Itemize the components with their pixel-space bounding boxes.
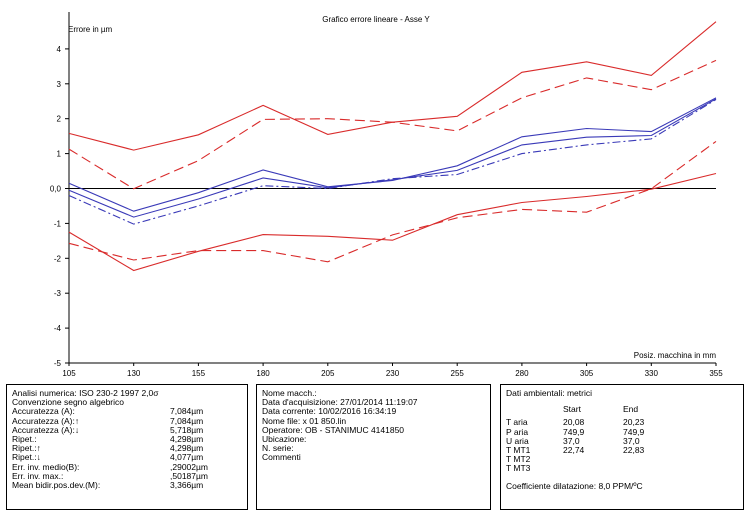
analysis-row: Ripet.:↑ 4,298µm <box>12 443 242 454</box>
info-line: Ubicazione: <box>262 433 307 444</box>
analysis-value: 7,084µm <box>170 415 204 426</box>
analysis-label: Mean bidir.pos.dev.(M): <box>12 479 101 490</box>
error-chart: Grafico errore lineare - Asse Y Errore i… <box>50 12 723 378</box>
info-line: Data corrente: 10/02/2016 16:34:19 <box>262 406 397 417</box>
analysis-label: Convenzione segno algebrico <box>12 397 124 408</box>
y-tick-label: -3 <box>54 289 62 298</box>
environment-row: T MT3 <box>506 464 738 473</box>
x-tick-label: 355 <box>709 369 723 378</box>
x-tick-label: 255 <box>451 369 465 378</box>
analysis-row: Err. inv. medio(B): ,29002µm <box>12 461 242 472</box>
analysis-value: 4,298µm <box>170 443 204 454</box>
environment-cell: 22,74 <box>563 444 585 455</box>
analysis-row: Err. inv. max.: ,50187µm <box>12 470 242 481</box>
info-line: N. serie: <box>262 443 294 454</box>
x-tick-label: 180 <box>256 369 270 378</box>
x-tick-label: 105 <box>62 369 76 378</box>
analysis-label: Err. inv. medio(B): <box>12 461 80 472</box>
series-line-red-solid-lower <box>68 172 717 272</box>
analysis-value: 3,366µm <box>170 479 204 490</box>
environment-cell: U aria <box>506 435 529 446</box>
x-axis-label: Posiz. macchina in mm <box>634 351 717 360</box>
y-tick-label: -2 <box>54 254 62 263</box>
environment-header: Start <box>563 404 581 415</box>
series-line-blue-dashdot <box>68 99 717 225</box>
analysis-value: 4,077µm <box>170 452 204 463</box>
y-tick-label: -5 <box>54 359 62 368</box>
analysis-value: 4,298µm <box>170 433 204 444</box>
analysis-value: 7,084µm <box>170 406 204 417</box>
machine-info-panel: Nome macch.: Data d'acquisizione: 27/01/2… <box>256 384 491 510</box>
environment-header: End <box>623 404 639 415</box>
environment-cell: 37,0 <box>623 435 640 446</box>
y-tick-label: 0,0 <box>50 185 62 194</box>
environment-row: T MT2 <box>506 454 738 465</box>
x-tick-label: 330 <box>645 369 659 378</box>
series-line-blue-solid-b <box>68 98 717 218</box>
x-tick-label: 205 <box>321 369 335 378</box>
environment-cell: T MT2 <box>506 454 531 465</box>
analysis-value: ,50187µm <box>170 470 208 481</box>
analysis-label: Ripet.:↑ <box>12 443 41 454</box>
x-tick-label: 155 <box>192 369 206 378</box>
analysis-label: Err. inv. max.: <box>12 470 64 481</box>
x-tick-label: 280 <box>515 369 529 378</box>
analysis-row: Ripet.:↓ 4,077µm <box>12 453 242 462</box>
y-tick-label: 1 <box>57 150 62 159</box>
analysis-row: Mean bidir.pos.dev.(M): 3,366µm <box>12 479 242 490</box>
environment-cell: T MT1 <box>506 444 531 455</box>
analysis-row: Accuratezza (A):↑ 7,084µm <box>12 415 242 426</box>
environment-row: T aria 20,08 20,23 <box>506 418 738 427</box>
y-tick-label: 2 <box>57 115 62 124</box>
environment-cell: T MT3 <box>506 463 531 474</box>
x-tick-label: 230 <box>386 369 400 378</box>
analysis-row: Convenzione segno algebrico <box>12 397 242 408</box>
environment-cell: T aria <box>506 417 528 428</box>
analysis-label: Accuratezza (A):↓ <box>12 424 80 435</box>
series-line-red-dashed-lower <box>68 140 717 263</box>
environment-header-row: Start End <box>506 404 738 415</box>
chart-title: Grafico errore lineare - Asse Y <box>322 15 430 24</box>
info-line: Data d'acquisizione: 27/01/2014 11:19:07 <box>262 397 418 408</box>
dilatation-coefficient: Coefficiente dilatazione: 8,0 PPM/ºC <box>506 480 643 491</box>
environment-row: U aria 37,0 37,0 <box>506 435 738 446</box>
environment-cell: 37,0 <box>563 435 580 446</box>
y-tick-label: -1 <box>54 219 62 228</box>
y-tick-label: 3 <box>57 80 62 89</box>
analysis-row: Ripet.: 4,298µm <box>12 433 242 444</box>
analysis-row: Accuratezza (A): 7,084µm <box>12 407 242 416</box>
environment-title: Dati ambientali: metrici <box>506 388 592 398</box>
x-tick-label: 130 <box>127 369 141 378</box>
environment-cell: 22,83 <box>623 444 645 455</box>
y-tick-label: -4 <box>54 324 62 333</box>
series-line-blue-solid-a <box>68 97 717 212</box>
analysis-value: ,29002µm <box>170 461 208 472</box>
environment-row: P aria 749,9 749,9 <box>506 426 738 437</box>
environment-row: T MT1 22,74 22,83 <box>506 444 738 455</box>
environment-panel: Dati ambientali: metrici Start End T aria 2… <box>500 384 744 510</box>
analysis-value: 5,718µm <box>170 424 204 435</box>
x-tick-label: 305 <box>580 369 594 378</box>
environment-cell: 749,9 <box>623 426 645 437</box>
analysis-row: Analisi numerica: ISO 230-2 1997 2,0σ <box>12 388 242 398</box>
info-line: Nome macch.: <box>262 388 317 398</box>
environment-cell: 749,9 <box>563 426 585 437</box>
analysis-label: Ripet.: <box>12 433 37 444</box>
analysis-panel: Analisi numerica: ISO 230-2 1997 2,0σ Con… <box>6 384 248 510</box>
analysis-label: Accuratezza (A): <box>12 406 75 417</box>
analysis-label: Accuratezza (A):↑ <box>12 415 80 426</box>
info-line: Commenti <box>262 452 301 463</box>
info-line: Nome file: x 01 850.lin <box>262 415 347 426</box>
series-line-red-solid-upper <box>68 21 717 151</box>
series-line-red-dashed-upper <box>68 59 717 190</box>
y-tick-label: 4 <box>57 45 62 54</box>
environment-cell: 20,23 <box>623 417 645 428</box>
environment-cell: P aria <box>506 426 529 437</box>
analysis-label: Ripet.:↓ <box>12 452 41 463</box>
analysis-label: Analisi numerica: ISO 230-2 1997 2,0σ <box>12 388 159 398</box>
y-axis-label: Errore in µm <box>68 25 113 34</box>
analysis-row: Accuratezza (A):↓ 5,718µm <box>12 424 242 435</box>
environment-cell: 20,08 <box>563 417 585 428</box>
info-line: Operatore: OB - STANIMUC 4141850 <box>262 424 405 435</box>
